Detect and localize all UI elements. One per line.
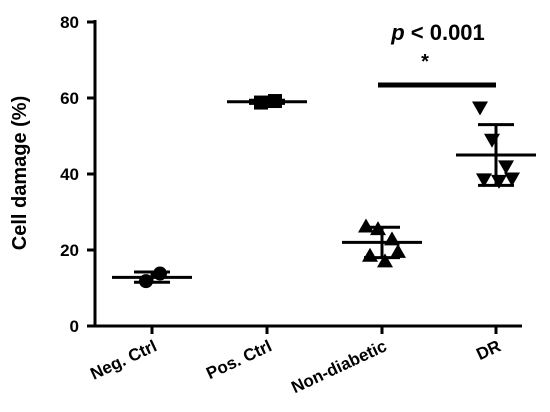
- significance-annotation: p < 0.001 *: [378, 20, 496, 88]
- x-tick-label: Non-diabetic: [288, 336, 389, 397]
- y-tick-label: 20: [60, 241, 79, 260]
- data-point: [472, 101, 488, 116]
- data-point: [268, 94, 282, 109]
- data-point: [254, 95, 268, 110]
- x-tick-label: Pos. Ctrl: [203, 336, 274, 383]
- group-dr: [456, 101, 536, 189]
- data-point: [491, 174, 507, 189]
- data-point: [370, 221, 386, 236]
- y-axis-title: Cell damage (%): [9, 96, 31, 250]
- data-point: [384, 231, 400, 246]
- p-value-label: p < 0.001: [390, 20, 485, 45]
- y-tick-label: 0: [70, 317, 79, 336]
- p-italic: p: [390, 20, 404, 45]
- data-point: [498, 160, 514, 175]
- data-point: [504, 172, 520, 187]
- data-point: [153, 266, 167, 281]
- y-tick-label: 60: [60, 89, 79, 108]
- x-labels: Neg. Ctrl Pos. Ctrl Non-diabetic DR: [87, 336, 503, 397]
- data-point: [390, 243, 406, 258]
- x-tick-label: DR: [473, 336, 503, 364]
- group-neg-ctrl: [112, 266, 192, 289]
- data-point: [362, 247, 378, 262]
- y-ticks: 0 20 40 60 80: [60, 13, 95, 336]
- data-point: [476, 173, 492, 188]
- x-ticks: [150, 326, 498, 334]
- p-value-text: < 0.001: [405, 20, 485, 45]
- data-point: [484, 133, 500, 148]
- group-non-diabetic: [342, 218, 422, 268]
- significance-star: *: [421, 51, 429, 73]
- group-pos-ctrl: [227, 94, 307, 110]
- plot-area: [112, 94, 536, 289]
- data-point: [358, 218, 374, 233]
- x-tick-label: Neg. Ctrl: [87, 336, 159, 383]
- y-tick-label: 80: [60, 13, 79, 32]
- y-tick-label: 40: [60, 165, 79, 184]
- data-point: [377, 253, 393, 268]
- data-point: [139, 274, 153, 289]
